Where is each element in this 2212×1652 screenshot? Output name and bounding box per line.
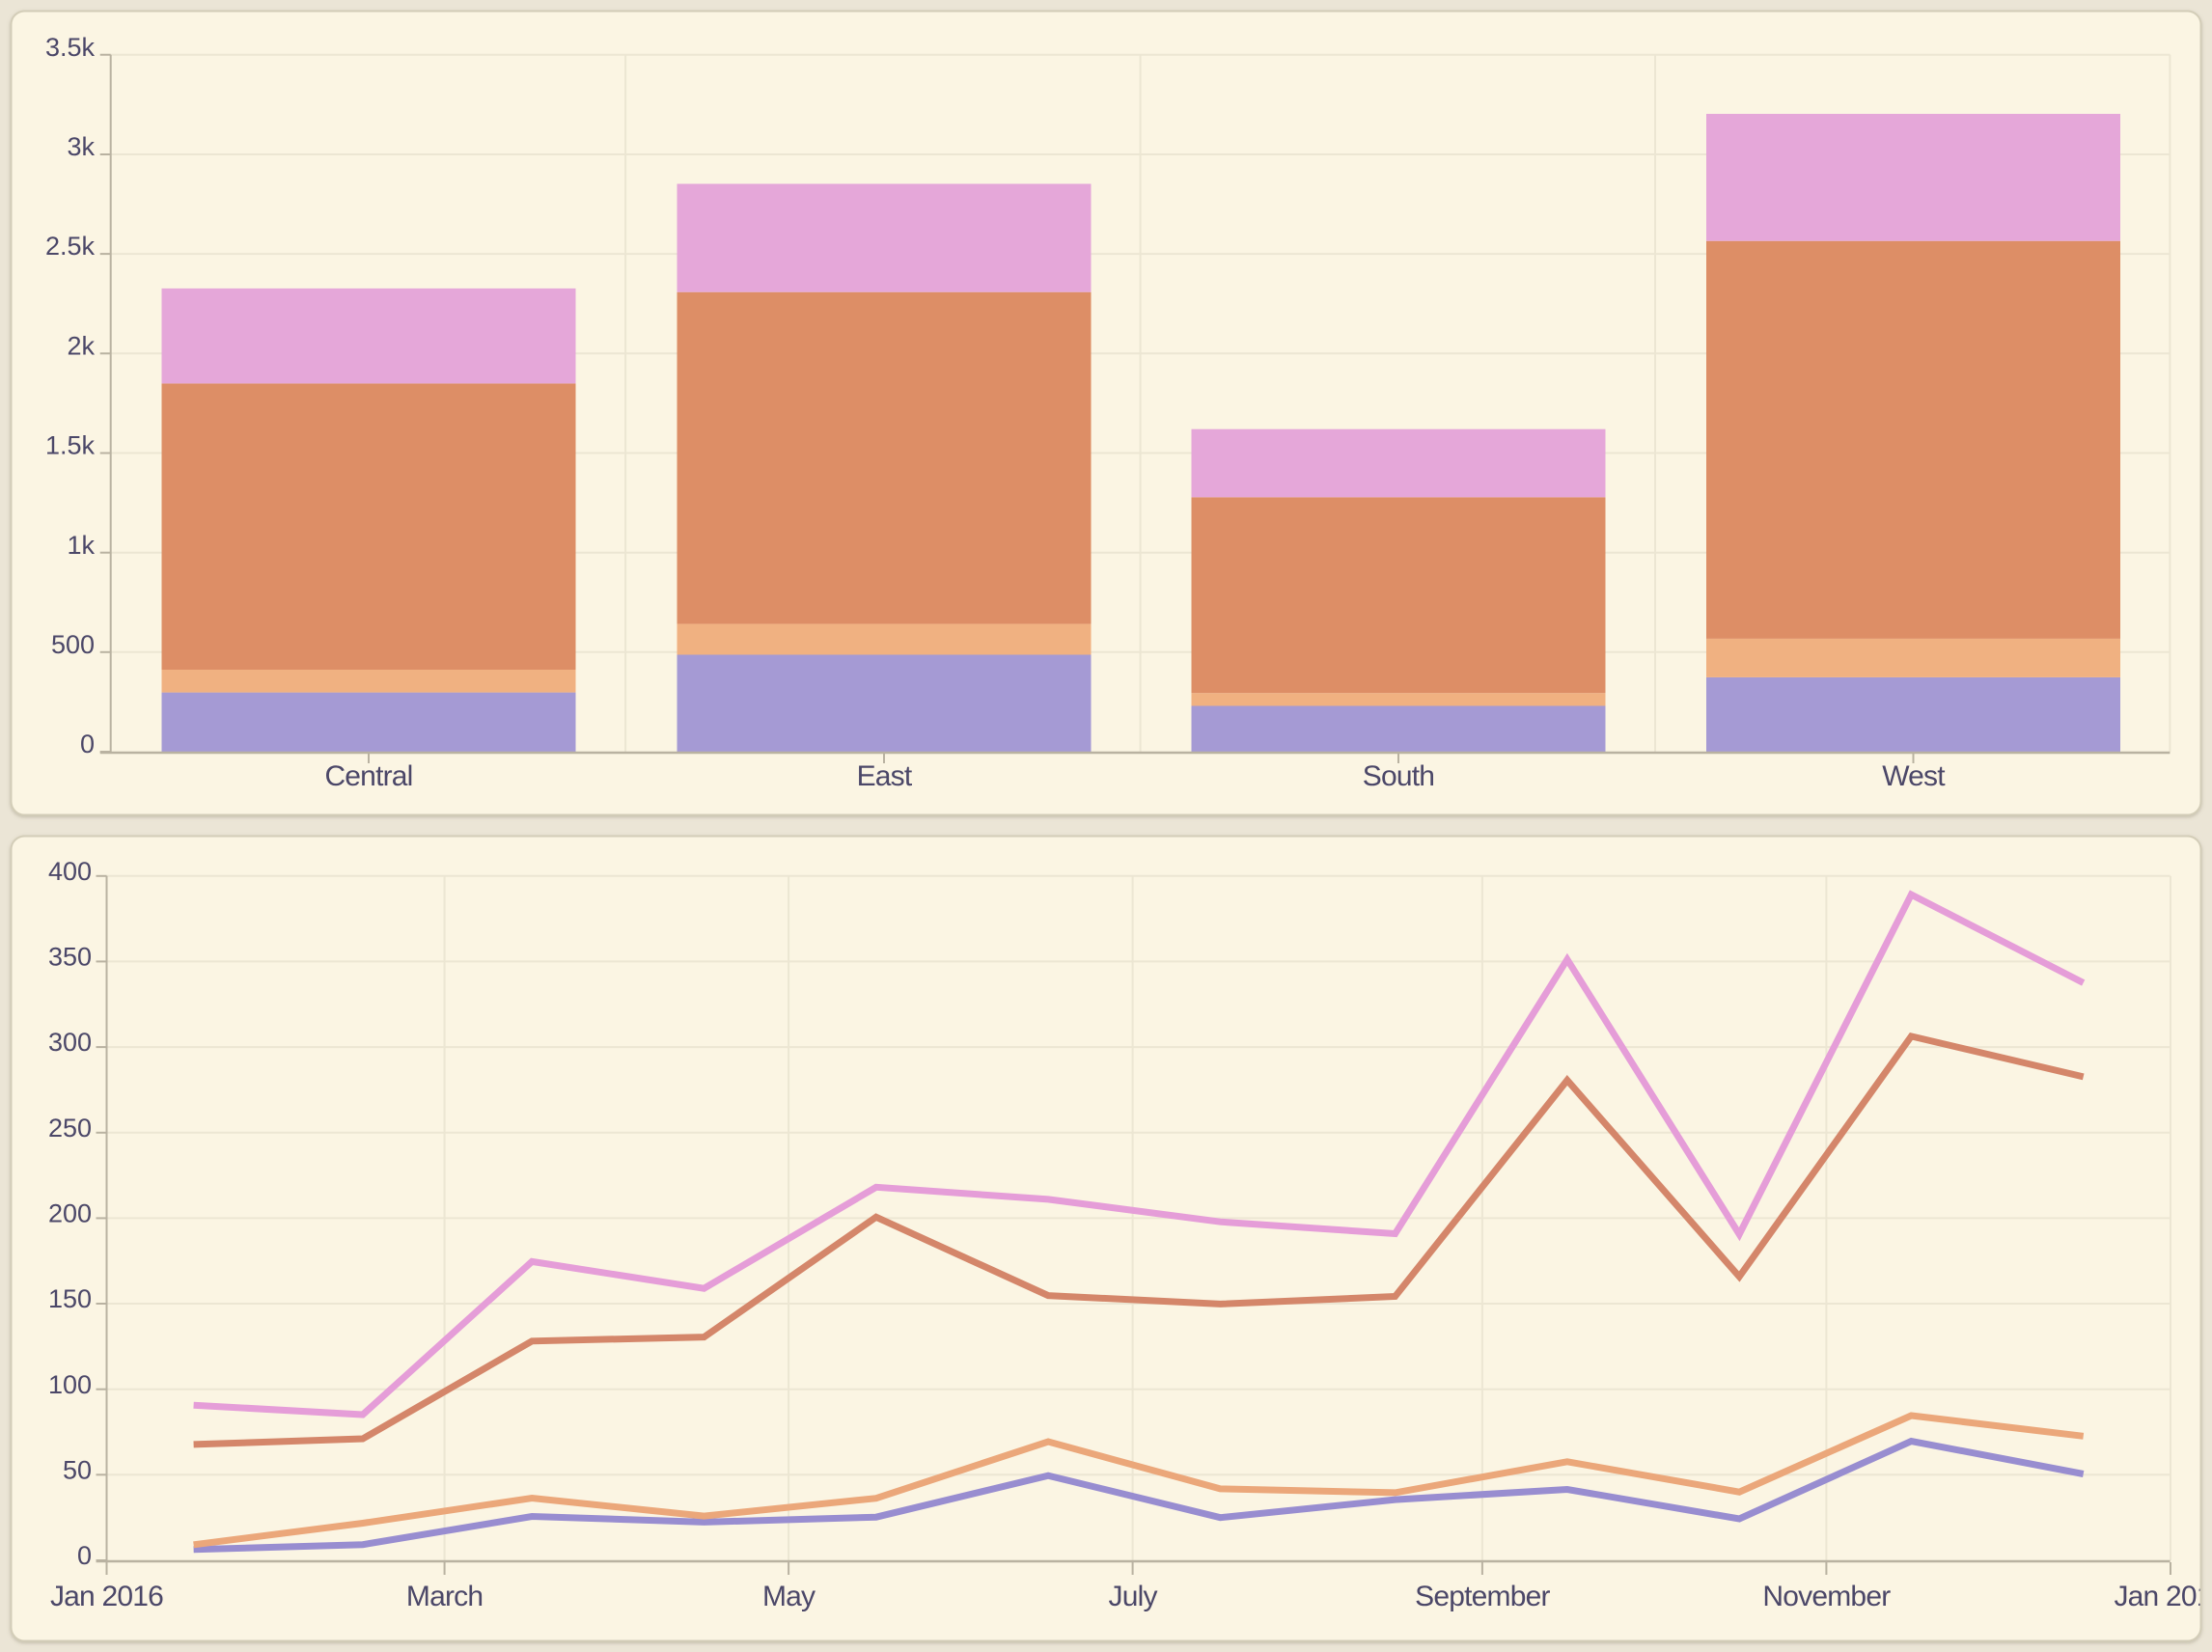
- svg-text:2.5k: 2.5k: [45, 232, 96, 261]
- svg-text:1.5k: 1.5k: [45, 431, 96, 460]
- svg-text:South: South: [1363, 760, 1434, 792]
- svg-text:East: East: [857, 760, 913, 792]
- svg-text:July: July: [1109, 1581, 1158, 1612]
- svg-text:250: 250: [48, 1114, 92, 1143]
- svg-text:Central: Central: [324, 760, 412, 792]
- svg-text:Jan 2016: Jan 2016: [50, 1581, 163, 1612]
- svg-text:May: May: [762, 1581, 816, 1612]
- svg-text:November: November: [1762, 1581, 1891, 1612]
- svg-text:500: 500: [51, 630, 95, 659]
- svg-text:September: September: [1415, 1581, 1550, 1612]
- svg-text:100: 100: [48, 1370, 92, 1399]
- svg-text:1k: 1k: [67, 531, 95, 560]
- svg-text:West: West: [1882, 760, 1946, 792]
- svg-text:Jan 2017: Jan 2017: [2114, 1581, 2212, 1612]
- svg-text:0: 0: [80, 730, 95, 758]
- svg-text:150: 150: [48, 1284, 92, 1313]
- svg-text:2k: 2k: [67, 331, 95, 360]
- svg-text:0: 0: [77, 1541, 92, 1570]
- svg-text:200: 200: [48, 1199, 92, 1228]
- svg-text:3k: 3k: [67, 132, 95, 161]
- svg-text:March: March: [406, 1581, 483, 1612]
- svg-text:50: 50: [63, 1455, 92, 1484]
- svg-text:400: 400: [48, 857, 92, 886]
- svg-text:300: 300: [48, 1028, 92, 1057]
- svg-text:3.5k: 3.5k: [45, 33, 96, 62]
- svg-text:350: 350: [48, 943, 92, 972]
